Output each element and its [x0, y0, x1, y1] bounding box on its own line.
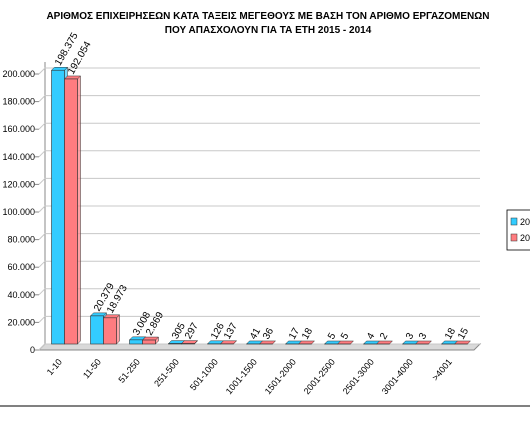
x-tick-label: 1-10	[45, 357, 64, 377]
data-label: 297	[183, 321, 201, 341]
bar	[129, 339, 143, 345]
bar	[64, 78, 78, 345]
y-tick-label: 100.000	[2, 207, 35, 217]
x-tick-label: 51-250	[116, 357, 142, 385]
x-tick-label: 11-50	[81, 357, 103, 381]
data-label: 5	[326, 331, 339, 342]
x-tick-label: 1501-2000	[263, 357, 298, 396]
bar-top	[219, 340, 238, 345]
x-tick-label: 2501-3000	[341, 357, 376, 396]
x-tick-label: 2001-2500	[302, 357, 337, 396]
bar-top	[336, 340, 355, 345]
x-tick-label: 251-500	[152, 357, 181, 389]
grid-line	[38, 288, 480, 296]
axis-floor	[37, 343, 482, 351]
data-label: 4	[365, 331, 378, 342]
data-label: 36	[261, 326, 276, 342]
grid-line	[38, 67, 480, 75]
x-tick-label: 1001-1500	[224, 357, 259, 396]
data-label: 5	[339, 331, 352, 342]
bar	[103, 317, 117, 345]
x-tick-label: >4001	[430, 357, 454, 383]
data-label: 2	[378, 331, 391, 342]
bar-top	[453, 340, 472, 345]
bar-top	[297, 340, 316, 345]
grid-line	[38, 122, 480, 130]
y-tick-label: 60.000	[7, 262, 35, 272]
y-tick-label: 140.000	[2, 152, 35, 162]
bar	[142, 339, 156, 345]
bar-top	[414, 340, 433, 345]
y-tick-label: 160.000	[2, 124, 35, 134]
grid-line	[38, 177, 480, 185]
bar-top	[63, 75, 82, 80]
grid-line	[38, 95, 480, 102]
legend-label: 2015	[520, 217, 530, 227]
chart-title: ΠΟΥ ΑΠΑΣΧΟΛΟΥΝ ΓΙΑ ΤΑ ΕΤΗ 2015 - 2014	[165, 25, 372, 36]
bar-top	[102, 314, 121, 319]
y-tick-label: 80.000	[7, 235, 35, 245]
grid-line	[38, 150, 480, 158]
grid-line	[38, 315, 480, 323]
bar-top	[89, 312, 108, 317]
y-tick-label: 0	[30, 345, 35, 355]
x-tick-label: 501-1000	[188, 357, 220, 393]
bar-top	[141, 336, 160, 341]
data-label: 3	[417, 331, 430, 342]
data-label: 15	[456, 326, 471, 342]
y-tick-label: 40.000	[7, 290, 35, 300]
axis-wall	[38, 62, 46, 351]
bar-top	[258, 340, 277, 345]
bar	[51, 69, 65, 345]
grid-line	[38, 205, 480, 213]
legend-label: 2014	[520, 233, 530, 243]
legend-swatch	[510, 233, 518, 242]
data-label: 18	[300, 326, 315, 342]
bar-top	[50, 66, 69, 71]
grid-line	[38, 233, 480, 240]
chart-title: ΑΡΙΘΜΟΣ ΕΠΙΧΕΙΡΗΣΕΩΝ ΚΑΤΑ ΤΑΞΕΙΣ ΜΕΓΕΘΟΥ…	[46, 11, 489, 22]
bar	[90, 315, 104, 345]
bar-side	[116, 314, 120, 345]
bar-side	[77, 75, 81, 345]
bar-top	[375, 340, 394, 345]
y-tick-label: 120.000	[2, 179, 35, 189]
data-label: 17	[287, 326, 302, 342]
x-tick-label: 3001-4000	[380, 357, 415, 396]
y-tick-label: 20.000	[7, 317, 35, 327]
data-label: 137	[222, 321, 240, 341]
data-label: 41	[248, 326, 263, 342]
grid-line	[38, 260, 480, 268]
legend-box	[506, 209, 530, 251]
data-label: 18	[443, 326, 458, 342]
y-tick-label: 200.000	[2, 69, 35, 79]
legend-swatch	[510, 217, 518, 226]
data-label: 3	[404, 331, 417, 342]
bar-top	[180, 340, 199, 344]
y-tick-label: 180.000	[2, 97, 35, 107]
